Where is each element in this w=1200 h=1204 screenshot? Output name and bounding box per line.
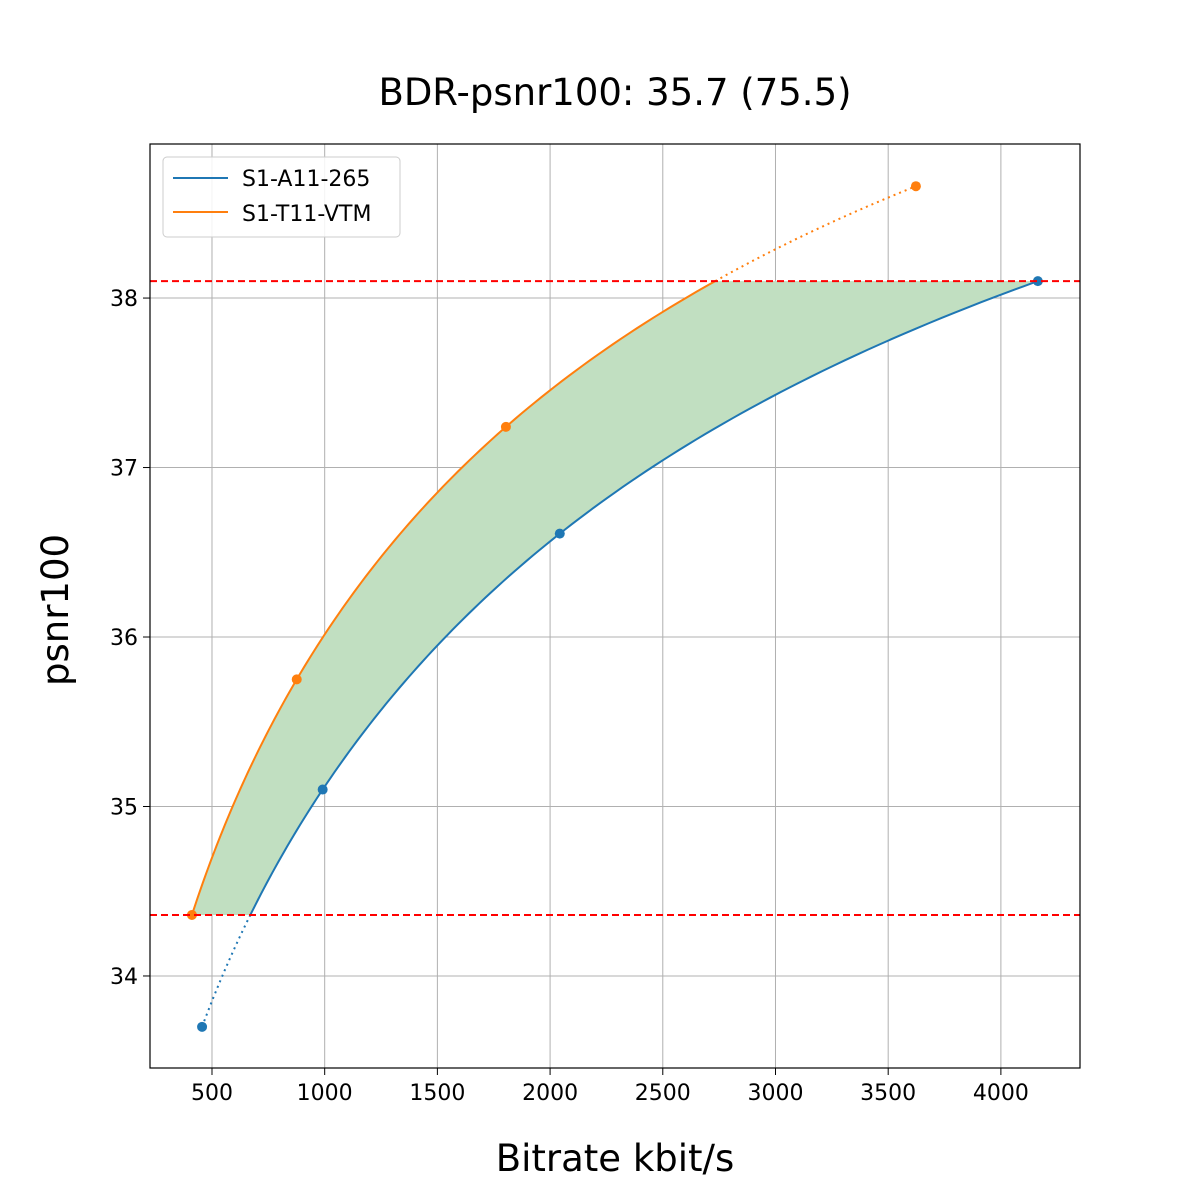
y-tick-label: 34 — [110, 965, 138, 990]
x-tick-label: 1500 — [409, 1081, 465, 1106]
data-point-1 — [186, 909, 197, 920]
x-axis-label: Bitrate kbit/s — [496, 1137, 735, 1180]
data-point-1 — [291, 674, 302, 685]
series-line-1 — [190, 280, 716, 916]
y-axis-label: psnr100 — [34, 534, 77, 686]
data-point-1 — [500, 421, 511, 432]
data-point-0 — [317, 784, 328, 795]
fill-between — [191, 281, 1038, 915]
data-point-0 — [197, 1021, 208, 1032]
x-tick-label: 1000 — [297, 1081, 353, 1106]
chart-title: BDR-psnr100: 35.7 (75.5) — [378, 71, 851, 114]
legend: S1-A11-265 S1-T11-VTM — [162, 156, 401, 238]
y-tick-label: 37 — [110, 457, 138, 482]
series-line-0 — [249, 280, 1039, 916]
series-extrapolation-1 — [714, 185, 917, 282]
x-tick-label: 3500 — [860, 1081, 916, 1106]
data-point-0 — [554, 528, 565, 539]
fill-region — [191, 281, 1038, 915]
legend-label-0: S1-A11-265 — [242, 167, 370, 192]
data-point-0 — [1032, 276, 1043, 287]
reference-lines — [150, 280, 1080, 916]
series-layer — [186, 181, 1043, 1032]
legend-label-1: S1-T11-VTM — [242, 202, 371, 227]
y-tick-label: 36 — [110, 626, 138, 651]
series-extrapolation-0 — [201, 914, 252, 1028]
y-tick-label: 38 — [110, 287, 138, 312]
data-point-1 — [910, 181, 921, 192]
plot-frame — [149, 143, 1081, 1069]
x-tick-label: 2500 — [635, 1081, 691, 1106]
x-tick-label: 4000 — [973, 1081, 1029, 1106]
ticks: 500 1000 1500 2000 2500 3000 3500 4000 34 35 36 37 3… — [110, 287, 1029, 1106]
x-tick-label: 2000 — [522, 1081, 578, 1106]
x-tick-label: 500 — [191, 1081, 233, 1106]
y-tick-label: 35 — [110, 795, 138, 820]
x-tick-label: 3000 — [747, 1081, 803, 1106]
